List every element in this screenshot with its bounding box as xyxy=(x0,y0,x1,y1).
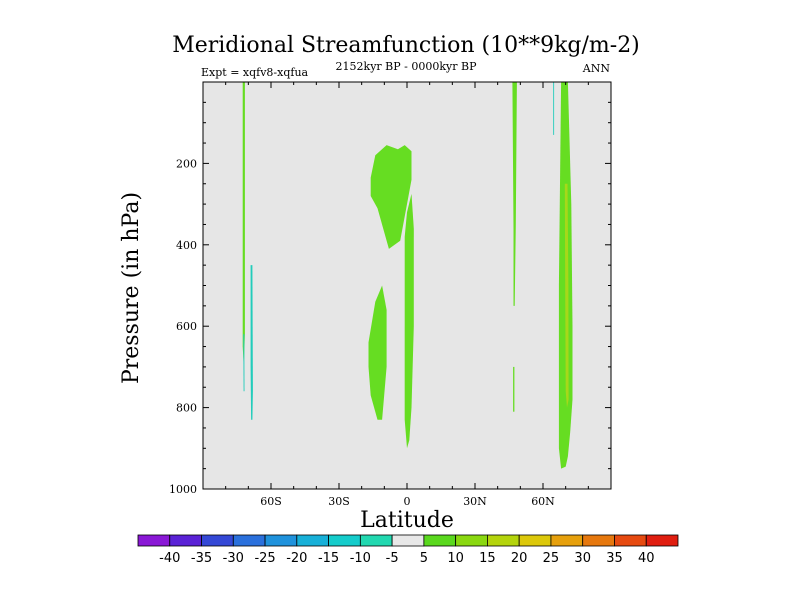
colorbar-box xyxy=(582,534,615,547)
period-label: 2152kyr BP - 0000kyr BP xyxy=(336,60,478,73)
colorbar-box xyxy=(264,534,298,547)
contour-region-positive-cell-sh-lower xyxy=(368,285,387,420)
contour-region-negative-strip-north xyxy=(553,82,555,135)
colorbar-label: -30 xyxy=(223,551,244,566)
colorbar-label: 10 xyxy=(447,551,464,566)
y-tick-label: 200 xyxy=(176,157,197,170)
colorbar-label: 25 xyxy=(543,551,560,566)
colorbar-label: -10 xyxy=(350,551,371,566)
contour-region-positive-column-north-inner xyxy=(564,183,569,408)
contour-region-positive-strip-north-47 xyxy=(512,82,517,306)
experiment-label: Expt = xqfv8-xqfua xyxy=(201,66,309,79)
colorbar-label: -20 xyxy=(286,551,307,566)
contour-region-negative-strip-south-edge xyxy=(243,334,245,392)
colorbar: -40 -35 -30 -25 -20 -15 -10 -5 5 10 15 20 25 30 35 40 xyxy=(137,534,679,566)
y-axis-label: Pressure (in hPa) xyxy=(119,192,144,384)
colorbar-label: 30 xyxy=(574,551,591,566)
y-tick-label: 600 xyxy=(176,320,197,333)
colorbar-label: 15 xyxy=(479,551,496,566)
colorbar-label: -15 xyxy=(318,551,339,566)
contour-region-positive-strip-south xyxy=(242,82,245,367)
colorbar-label: 40 xyxy=(638,551,655,566)
x-tick-label: 30N xyxy=(463,495,487,508)
colorbar-box xyxy=(201,534,234,547)
colorbar-label: -35 xyxy=(191,551,212,566)
colorbar-box xyxy=(487,534,520,547)
y-tick-label: 400 xyxy=(176,239,197,252)
colorbar-box xyxy=(359,534,393,547)
chart-title: Meridional Streamfunction (10**9kg/m-2) xyxy=(172,33,640,58)
plot-area: 200 400 600 800 1000 60S 30S 0 30N 60N xyxy=(169,81,612,508)
y-axis: 200 400 600 800 1000 xyxy=(169,81,611,496)
colorbar-box xyxy=(296,534,329,547)
colorbar-box xyxy=(550,534,584,547)
colorbar-label: -40 xyxy=(159,551,180,566)
colorbar-label: 35 xyxy=(606,551,623,566)
colorbar-box xyxy=(391,534,425,547)
y-tick-label: 800 xyxy=(176,402,197,415)
colorbar-box xyxy=(169,534,202,547)
colorbar-box xyxy=(518,534,552,547)
x-axis: 60S 30S 0 30N 60N xyxy=(202,82,612,508)
colorbar-label: -25 xyxy=(254,551,275,566)
colorbar-box xyxy=(645,534,679,547)
colorbar-box xyxy=(232,534,266,547)
x-tick-label: 0 xyxy=(404,495,411,508)
x-axis-label: Latitude xyxy=(360,508,454,533)
colorbar-box xyxy=(137,534,171,547)
colorbar-label: 5 xyxy=(420,551,428,566)
colorbar-box xyxy=(614,534,647,547)
colorbar-box xyxy=(328,534,361,547)
season-label: ANN xyxy=(582,62,611,75)
colorbar-box xyxy=(423,534,457,547)
x-tick-label: 60S xyxy=(260,495,282,508)
colorbar-label: -5 xyxy=(386,551,399,566)
contour-region-positive-strip-north-47-low xyxy=(513,366,515,412)
contour-region-negative-strip-south xyxy=(250,265,253,420)
y-tick-label: 1000 xyxy=(169,483,197,496)
x-tick-label: 30S xyxy=(328,495,350,508)
contour-region-positive-column-equator xyxy=(404,193,414,449)
x-tick-label: 60N xyxy=(531,495,555,508)
colorbar-box xyxy=(455,534,488,547)
contour-regions xyxy=(242,82,573,469)
contour-region-positive-cell-sh-upper xyxy=(370,145,412,249)
colorbar-label: 20 xyxy=(511,551,528,566)
